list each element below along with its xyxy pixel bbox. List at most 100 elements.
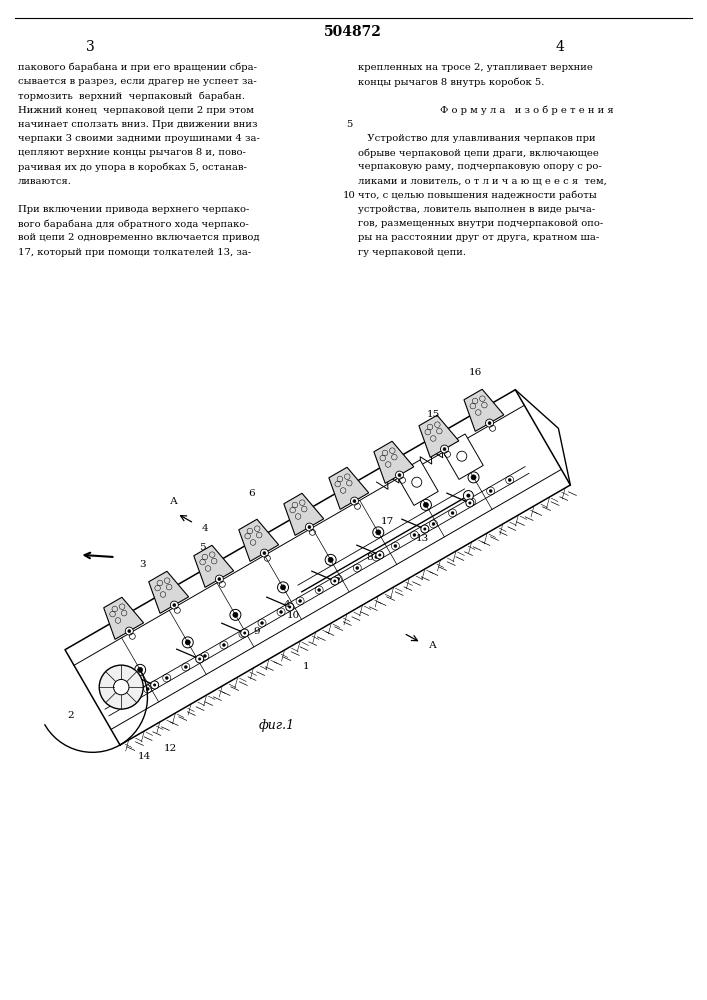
Text: устройства, ловитель выполнен в виде рыча-: устройства, ловитель выполнен в виде рыч… bbox=[358, 205, 595, 214]
Text: А: А bbox=[170, 497, 178, 506]
Circle shape bbox=[331, 577, 339, 585]
Circle shape bbox=[185, 665, 187, 668]
Text: 15: 15 bbox=[426, 410, 440, 419]
Circle shape bbox=[218, 578, 221, 581]
Text: черпаковую раму, подчерпаковую опору с ро-: черпаковую раму, подчерпаковую опору с р… bbox=[358, 162, 602, 171]
Text: Ф о р м у л а   и з о б р е т е н и я: Ф о р м у л а и з о б р е т е н и я bbox=[440, 106, 614, 115]
Text: 12: 12 bbox=[164, 744, 177, 753]
Text: обрыве черпаковой цепи драги, включающее: обрыве черпаковой цепи драги, включающее bbox=[358, 148, 599, 158]
Text: ликами и ловитель, о т л и ч а ю щ е е с я  тем,: ликами и ловитель, о т л и ч а ю щ е е с… bbox=[358, 177, 607, 186]
Polygon shape bbox=[464, 389, 504, 431]
Circle shape bbox=[317, 588, 321, 591]
Text: 16: 16 bbox=[469, 368, 482, 377]
Circle shape bbox=[173, 604, 176, 607]
Text: вой цепи 2 одновременно включается привод: вой цепи 2 одновременно включается приво… bbox=[18, 233, 259, 242]
Circle shape bbox=[489, 489, 492, 492]
Circle shape bbox=[281, 585, 286, 590]
Text: 14: 14 bbox=[137, 752, 151, 761]
Circle shape bbox=[394, 544, 397, 547]
Circle shape bbox=[376, 551, 384, 559]
Text: 5: 5 bbox=[199, 543, 206, 552]
Circle shape bbox=[375, 555, 378, 558]
Text: Устройство для улавливания черпаков при: Устройство для улавливания черпаков при bbox=[358, 134, 595, 143]
Polygon shape bbox=[441, 434, 484, 479]
Circle shape bbox=[204, 654, 206, 657]
Circle shape bbox=[279, 610, 283, 613]
Circle shape bbox=[486, 419, 493, 427]
Text: 3: 3 bbox=[139, 560, 146, 569]
Text: 6: 6 bbox=[249, 489, 255, 498]
Polygon shape bbox=[419, 415, 459, 457]
Circle shape bbox=[411, 477, 422, 487]
Circle shape bbox=[440, 445, 448, 453]
Circle shape bbox=[467, 494, 470, 498]
Circle shape bbox=[451, 511, 454, 514]
Text: гу черпаковой цепи.: гу черпаковой цепи. bbox=[358, 248, 466, 257]
Text: Нижний конец  черпаковой цепи 2 при этом: Нижний конец черпаковой цепи 2 при этом bbox=[18, 106, 254, 115]
Text: 17, который при помощи толкателей 13, за-: 17, который при помощи толкателей 13, за… bbox=[18, 248, 251, 257]
Polygon shape bbox=[374, 441, 414, 483]
Text: 10: 10 bbox=[343, 191, 356, 200]
Circle shape bbox=[471, 475, 476, 480]
Circle shape bbox=[468, 501, 472, 504]
Text: 1: 1 bbox=[303, 662, 309, 671]
Circle shape bbox=[353, 500, 356, 503]
Text: 4: 4 bbox=[556, 40, 564, 54]
Text: черпаки 3 своими задними проушинами 4 за-: черпаки 3 своими задними проушинами 4 за… bbox=[18, 134, 260, 143]
Text: 9: 9 bbox=[253, 627, 260, 636]
Circle shape bbox=[423, 502, 428, 507]
Circle shape bbox=[337, 577, 340, 580]
Polygon shape bbox=[194, 545, 233, 587]
Circle shape bbox=[376, 530, 381, 535]
Circle shape bbox=[263, 552, 266, 555]
Text: тормозить  верхний  черпаковый  барабан.: тормозить верхний черпаковый барабан. bbox=[18, 91, 245, 101]
Circle shape bbox=[333, 579, 337, 582]
Text: 504872: 504872 bbox=[324, 25, 382, 39]
Text: 5: 5 bbox=[346, 120, 352, 129]
Circle shape bbox=[260, 621, 264, 624]
Circle shape bbox=[138, 667, 143, 672]
Text: А: А bbox=[429, 641, 437, 650]
Circle shape bbox=[413, 533, 416, 536]
Text: ры на расстоянии друг от друга, кратном ша-: ры на расстоянии друг от друга, кратном … bbox=[358, 233, 600, 242]
Text: 13: 13 bbox=[416, 534, 429, 543]
Circle shape bbox=[125, 627, 134, 635]
Polygon shape bbox=[239, 519, 279, 561]
Text: вого барабана для обратного хода черпако-: вого барабана для обратного хода черпако… bbox=[18, 219, 249, 229]
Circle shape bbox=[127, 698, 130, 701]
Polygon shape bbox=[284, 493, 324, 535]
Text: начинает сползать вниз. При движении вниз: начинает сползать вниз. При движении вни… bbox=[18, 120, 257, 129]
Circle shape bbox=[146, 687, 149, 690]
Text: сывается в разрез, если драгер не успеет за-: сывается в разрез, если драгер не успеет… bbox=[18, 77, 257, 86]
Circle shape bbox=[457, 451, 467, 461]
Circle shape bbox=[151, 681, 158, 689]
Circle shape bbox=[378, 553, 381, 556]
Circle shape bbox=[185, 640, 190, 645]
Circle shape bbox=[351, 497, 358, 505]
Circle shape bbox=[305, 523, 313, 531]
Text: 3: 3 bbox=[86, 40, 94, 54]
Text: пакового барабана и при его вращении сбра-: пакового барабана и при его вращении сбр… bbox=[18, 63, 257, 73]
Circle shape bbox=[243, 631, 246, 634]
Text: 8: 8 bbox=[366, 553, 373, 562]
Circle shape bbox=[356, 566, 358, 569]
Circle shape bbox=[198, 657, 201, 660]
Circle shape bbox=[99, 665, 144, 709]
Circle shape bbox=[216, 575, 223, 583]
Circle shape bbox=[165, 676, 168, 679]
Circle shape bbox=[260, 549, 269, 557]
Circle shape bbox=[233, 612, 238, 617]
Circle shape bbox=[242, 632, 245, 635]
Text: 4: 4 bbox=[202, 524, 209, 533]
Polygon shape bbox=[148, 571, 189, 613]
Text: рачивая их до упора в коробках 5, останав-: рачивая их до упора в коробках 5, остана… bbox=[18, 162, 247, 172]
Circle shape bbox=[196, 655, 204, 663]
Text: ливаются.: ливаются. bbox=[18, 177, 72, 186]
Circle shape bbox=[114, 679, 129, 695]
Circle shape bbox=[421, 525, 429, 533]
Circle shape bbox=[328, 557, 333, 562]
Polygon shape bbox=[396, 460, 438, 505]
Text: 10: 10 bbox=[287, 611, 300, 620]
Circle shape bbox=[466, 499, 474, 507]
Text: фиг.1: фиг.1 bbox=[259, 719, 295, 732]
